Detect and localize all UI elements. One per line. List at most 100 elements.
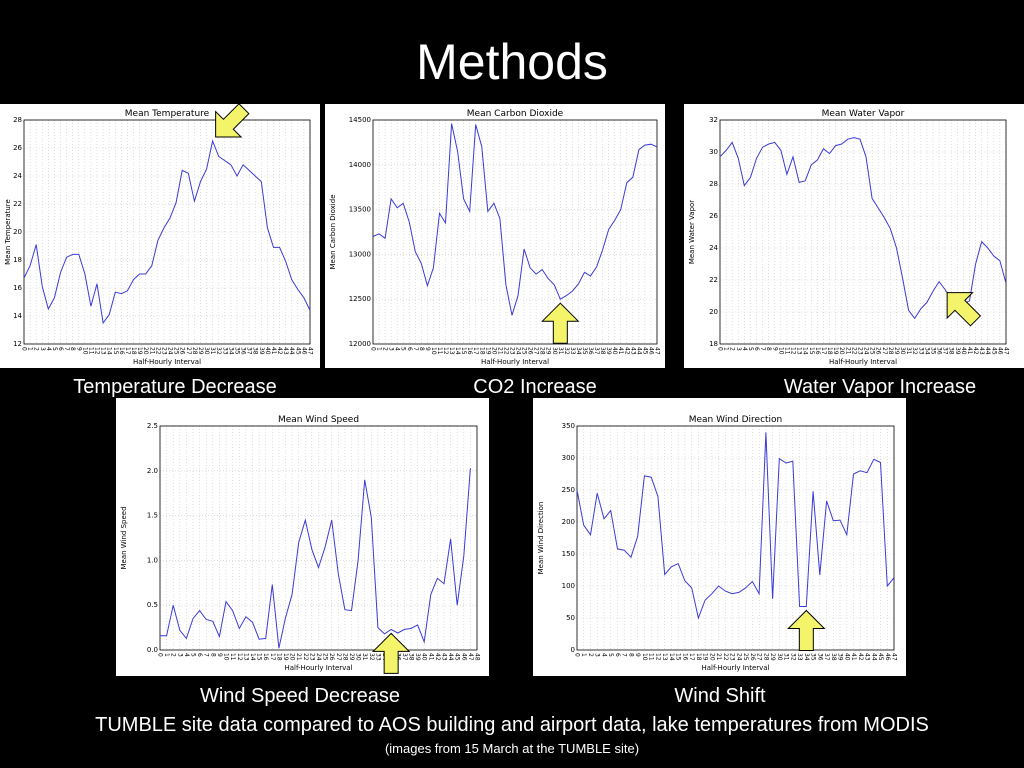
x-tick-label: 45 bbox=[294, 347, 301, 355]
x-tick-label: 28 bbox=[191, 347, 198, 355]
y-tick-label: 22 bbox=[13, 200, 22, 208]
x-tick-label: 32 bbox=[563, 347, 570, 355]
x-tick-label: 11 bbox=[229, 653, 236, 661]
x-tick-label: 27 bbox=[756, 653, 763, 661]
chart-title: Mean Water Vapor bbox=[822, 109, 905, 119]
y-axis-label: Mean Wind Speed bbox=[120, 506, 128, 569]
x-tick-label: 31 bbox=[783, 653, 790, 661]
x-tick-label: 23 bbox=[729, 653, 736, 661]
x-tick-label: 33 bbox=[221, 347, 228, 355]
x-tick-label: 24 bbox=[167, 347, 174, 355]
y-tick-label: 250 bbox=[562, 486, 575, 494]
x-tick-label: 44 bbox=[635, 347, 642, 355]
x-tick-label: 37 bbox=[823, 653, 830, 661]
x-tick-label: 40 bbox=[960, 347, 967, 355]
x-axis-label: Half-Hourly Interval bbox=[829, 358, 897, 366]
highlight-arrow bbox=[215, 104, 250, 138]
y-tick-label: 300 bbox=[562, 454, 575, 462]
x-tick-label: 45 bbox=[454, 653, 461, 661]
x-tick-label: 16 bbox=[118, 347, 125, 355]
y-tick-label: 20 bbox=[13, 228, 22, 236]
y-axis-label: Mean Temperature bbox=[4, 199, 12, 265]
y-tick-label: 12 bbox=[13, 340, 22, 348]
y-tick-label: 24 bbox=[13, 172, 22, 180]
x-tick-label: 44 bbox=[288, 347, 295, 355]
y-tick-label: 12000 bbox=[349, 340, 371, 348]
x-tick-label: 18 bbox=[275, 653, 282, 661]
y-tick-label: 0.5 bbox=[147, 601, 158, 609]
x-tick-label: 5 bbox=[400, 347, 407, 351]
x-tick-label: 12 bbox=[94, 347, 101, 355]
x-tick-label: 40 bbox=[611, 347, 618, 355]
x-tick-label: 3 bbox=[735, 347, 742, 351]
x-tick-label: 43 bbox=[282, 347, 289, 355]
y-tick-label: 1.0 bbox=[147, 556, 158, 564]
x-tick-label: 20 bbox=[708, 653, 715, 661]
x-tick-label: 19 bbox=[702, 653, 709, 661]
x-tick-label: 11 bbox=[436, 347, 443, 355]
x-tick-label: 1 bbox=[163, 653, 170, 657]
x-tick-label: 10 bbox=[641, 653, 648, 661]
x-tick-label: 23 bbox=[308, 653, 315, 661]
y-tick-label: 16 bbox=[13, 284, 22, 292]
x-tick-label: 18 bbox=[130, 347, 137, 355]
x-tick-label: 27 bbox=[335, 653, 342, 661]
y-tick-label: 13500 bbox=[349, 206, 371, 214]
x-tick-label: 2 bbox=[382, 347, 389, 351]
x-tick-label: 33 bbox=[374, 653, 381, 661]
x-tick-label: 0 bbox=[21, 347, 28, 351]
x-tick-label: 42 bbox=[857, 653, 864, 661]
x-tick-label: 16 bbox=[814, 347, 821, 355]
x-tick-label: 9 bbox=[75, 347, 82, 351]
x-tick-label: 18 bbox=[826, 347, 833, 355]
x-tick-label: 25 bbox=[173, 347, 180, 355]
x-tick-label: 19 bbox=[832, 347, 839, 355]
x-tick-label: 29 bbox=[197, 347, 204, 355]
x-tick-label: 3 bbox=[594, 653, 601, 657]
x-tick-label: 0 bbox=[157, 653, 164, 657]
x-tick-label: 4 bbox=[741, 347, 748, 351]
x-tick-label: 23 bbox=[508, 347, 515, 355]
x-tick-label: 5 bbox=[190, 653, 197, 657]
x-tick-label: 34 bbox=[575, 347, 582, 355]
x-tick-label: 35 bbox=[929, 347, 936, 355]
x-tick-label: 26 bbox=[328, 653, 335, 661]
x-tick-label: 28 bbox=[762, 653, 769, 661]
x-tick-label: 42 bbox=[972, 347, 979, 355]
temperature-chart-svg: 0 1 2 3 4 5 6 7 8 9 10 11 12 13 14 15 16 17 18 19 20 21 22 23 24… bbox=[4, 104, 314, 366]
x-tick-label: 4 bbox=[45, 347, 52, 351]
highlight-arrow bbox=[371, 632, 411, 674]
x-tick-label: 9 bbox=[634, 653, 641, 657]
x-tick-label: 3 bbox=[388, 347, 395, 351]
y-tick-label: 22 bbox=[709, 276, 718, 284]
x-tick-label: 48 bbox=[474, 653, 481, 661]
x-tick-label: 35 bbox=[810, 653, 817, 661]
y-tick-label: 20 bbox=[709, 308, 718, 316]
x-tick-label: 43 bbox=[864, 653, 871, 661]
x-tick-label: 25 bbox=[322, 653, 329, 661]
y-tick-label: 350 bbox=[562, 422, 575, 430]
x-tick-label: 41 bbox=[427, 653, 434, 661]
x-tick-label: 38 bbox=[252, 347, 259, 355]
x-tick-label: 47 bbox=[654, 347, 661, 355]
x-tick-label: 42 bbox=[276, 347, 283, 355]
y-tick-label: 18 bbox=[709, 340, 718, 348]
x-tick-label: 7 bbox=[63, 347, 70, 351]
water-vapor-chart-svg: 0 1 2 3 4 5 6 7 8 9 10 11 12 13 14 15 16 17 18 19 20 21 22 23 24… bbox=[688, 109, 1010, 366]
co2-chart: 0 1 2 3 4 5 6 7 8 9 10 11 12 13 14 15 16 17 18 19 20 21 22 23 24… bbox=[325, 104, 665, 368]
x-tick-label: 30 bbox=[355, 653, 362, 661]
slide-title: Methods bbox=[416, 34, 608, 90]
chart-title: Mean Carbon Dioxide bbox=[467, 109, 564, 119]
y-tick-label: 26 bbox=[709, 212, 718, 220]
plot-frame bbox=[576, 425, 895, 651]
x-tick-label: 4 bbox=[600, 653, 607, 657]
y-tick-label: 150 bbox=[562, 550, 575, 558]
y-tick-label: 28 bbox=[13, 116, 22, 124]
y-tick-label: 18 bbox=[13, 256, 22, 264]
x-tick-label: 26 bbox=[749, 653, 756, 661]
x-tick-label: 37 bbox=[401, 653, 408, 661]
series-line bbox=[576, 432, 895, 620]
x-tick-label: 6 bbox=[406, 347, 413, 351]
x-tick-label: 42 bbox=[434, 653, 441, 661]
wind-direction-caption: Wind Shift bbox=[674, 685, 766, 707]
